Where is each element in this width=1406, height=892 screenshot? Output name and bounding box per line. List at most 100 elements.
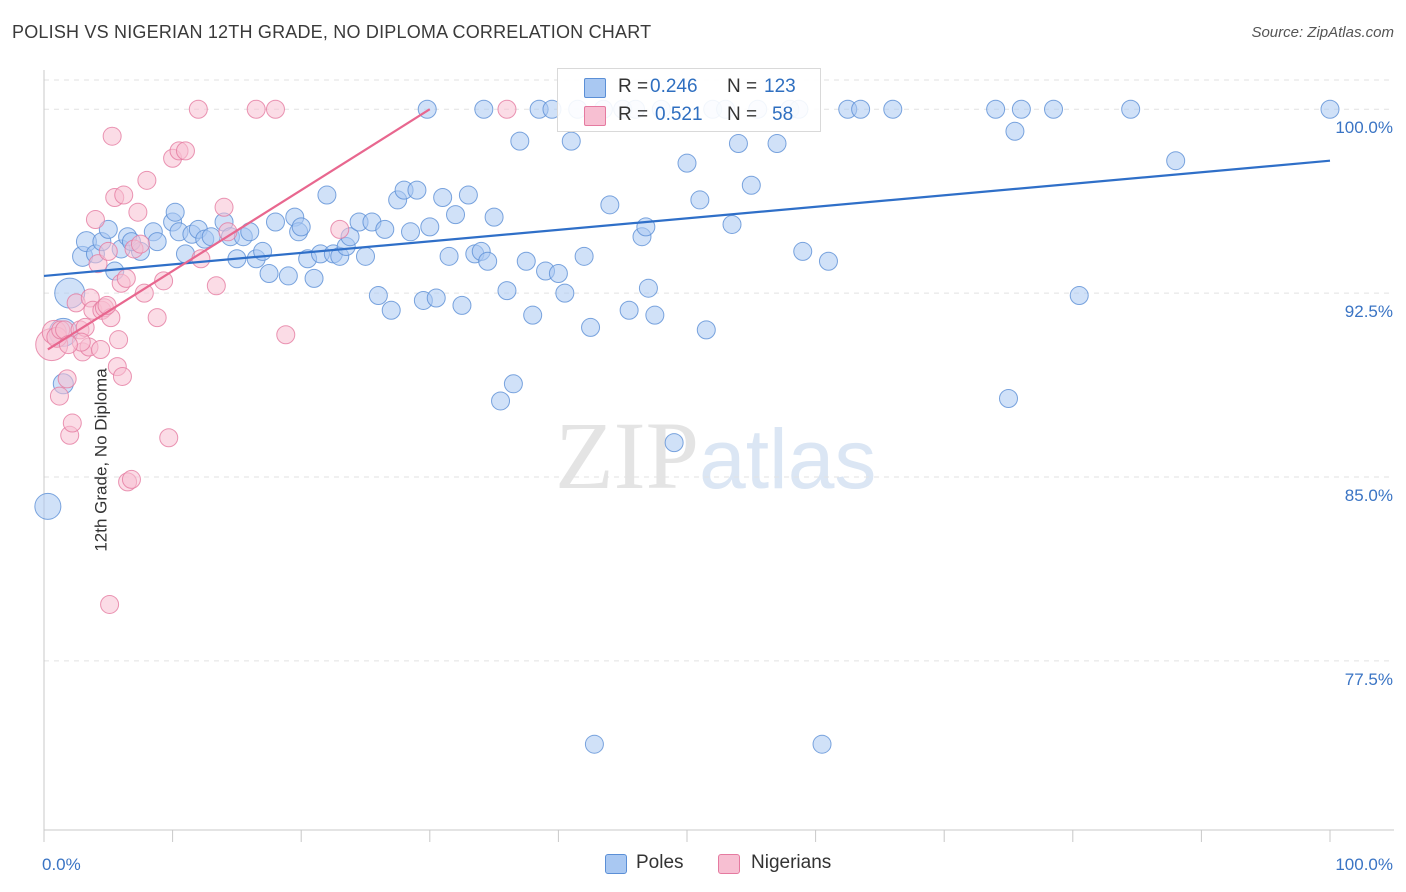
legend-row-poles: R = 0.246 N = 123	[558, 73, 820, 101]
poles-point	[407, 180, 427, 200]
poles-point	[664, 433, 684, 453]
poles-r-label: R =	[618, 76, 649, 97]
source-credit: Source: ZipAtlas.com	[1251, 24, 1394, 41]
poles-point	[696, 320, 716, 340]
legend-nigerians-label: Nigerians	[751, 852, 832, 873]
nigerians-point	[58, 335, 78, 355]
poles-n-label: N =	[727, 76, 758, 97]
chart-title: POLISH VS NIGERIAN 12TH GRADE, NO DIPLOM…	[12, 22, 652, 42]
nigerians-point	[62, 413, 82, 433]
poles-point	[999, 389, 1018, 409]
poles-point	[304, 268, 324, 288]
nigerians-point	[112, 366, 132, 386]
poles-point	[574, 246, 594, 266]
nigerians-point	[130, 234, 150, 254]
nigerians-point	[497, 99, 517, 119]
watermark-atlas: atlas	[699, 412, 877, 506]
series-legend: Poles Nigerians	[0, 852, 1406, 876]
legend-poles-swatch	[605, 854, 627, 874]
poles-point	[584, 734, 604, 754]
nigerians-point	[214, 197, 234, 217]
nigerians-n-value: 58	[772, 104, 794, 125]
nigerians-point	[137, 170, 157, 190]
poles-point	[433, 187, 453, 207]
poles-point	[516, 251, 536, 271]
nigerians-point	[159, 428, 179, 448]
nigerians-point	[49, 386, 69, 406]
nigerians-trend-line	[47, 108, 431, 351]
poles-point	[619, 300, 639, 320]
poles-point	[165, 202, 185, 222]
poles-point	[581, 317, 601, 337]
nigerians-point	[206, 276, 226, 296]
y-tick-label: 100.0%	[1335, 118, 1393, 137]
nigerians-point	[121, 469, 141, 489]
nigerians-point	[116, 268, 136, 288]
nigerians-point	[128, 202, 148, 222]
poles-point	[375, 219, 395, 239]
poles-point	[503, 374, 523, 394]
poles-swatch	[584, 78, 606, 98]
poles-point	[728, 134, 748, 154]
nigerians-point	[109, 330, 129, 350]
stats-legend: R = 0.246 N = 123 R = 0.521 N = 58	[557, 68, 821, 132]
poles-point	[767, 134, 787, 154]
poles-point	[523, 305, 543, 325]
poles-point	[812, 734, 832, 754]
x-tick-label-max: 100.0%	[1335, 855, 1393, 874]
nigerians-point	[134, 283, 154, 303]
poles-point	[510, 131, 530, 151]
nigerians-r-label: R =	[618, 104, 649, 125]
nigerians-point	[88, 254, 108, 274]
watermark: ZIPatlas	[555, 400, 876, 511]
nigerians-point	[276, 325, 296, 345]
nigerians-point	[85, 210, 105, 230]
poles-point	[741, 175, 761, 195]
poles-point	[368, 286, 388, 306]
poles-point	[690, 190, 710, 210]
nigerians-point	[57, 369, 77, 389]
nigerians-swatch	[584, 106, 606, 126]
poles-point	[147, 232, 167, 252]
poles-point	[561, 131, 581, 151]
poles-point	[1011, 99, 1031, 119]
poles-r-value: 0.246	[650, 76, 698, 97]
poles-point	[426, 288, 446, 308]
poles-point	[851, 99, 871, 119]
y-tick-label: 85.0%	[1345, 486, 1393, 505]
poles-point	[793, 241, 813, 261]
poles-point	[1166, 151, 1186, 171]
nigerians-point	[246, 99, 266, 119]
legend-poles-label: Poles	[636, 852, 684, 873]
poles-point	[1320, 99, 1340, 119]
poles-n-value: 123	[764, 76, 796, 97]
poles-point	[278, 266, 298, 286]
nigerians-n-label: N =	[727, 104, 758, 125]
poles-point	[458, 185, 478, 205]
nigerians-point	[330, 219, 350, 239]
x-tick-label-min: 0.0%	[42, 855, 81, 874]
poles-point	[381, 300, 401, 320]
poles-point	[645, 305, 665, 325]
poles-point	[98, 219, 118, 239]
poles-point	[439, 246, 459, 266]
poles-point	[677, 153, 697, 173]
nigerians-point	[188, 99, 208, 119]
nigerians-point	[102, 126, 122, 146]
poles-point	[356, 246, 375, 266]
poles-point	[265, 212, 285, 232]
poles-point	[484, 207, 504, 227]
poles-point	[478, 251, 498, 271]
poles-point	[1069, 286, 1089, 306]
poles-point	[1044, 99, 1064, 119]
poles-point	[446, 205, 466, 225]
nigerians-point	[100, 594, 120, 614]
poles-point	[420, 217, 440, 237]
poles-point	[883, 99, 903, 119]
nigerians-point	[265, 99, 285, 119]
legend-nigerians-swatch	[718, 854, 740, 874]
poles-point	[491, 391, 511, 411]
nigerians-point	[114, 185, 134, 205]
poles-point	[818, 251, 838, 271]
